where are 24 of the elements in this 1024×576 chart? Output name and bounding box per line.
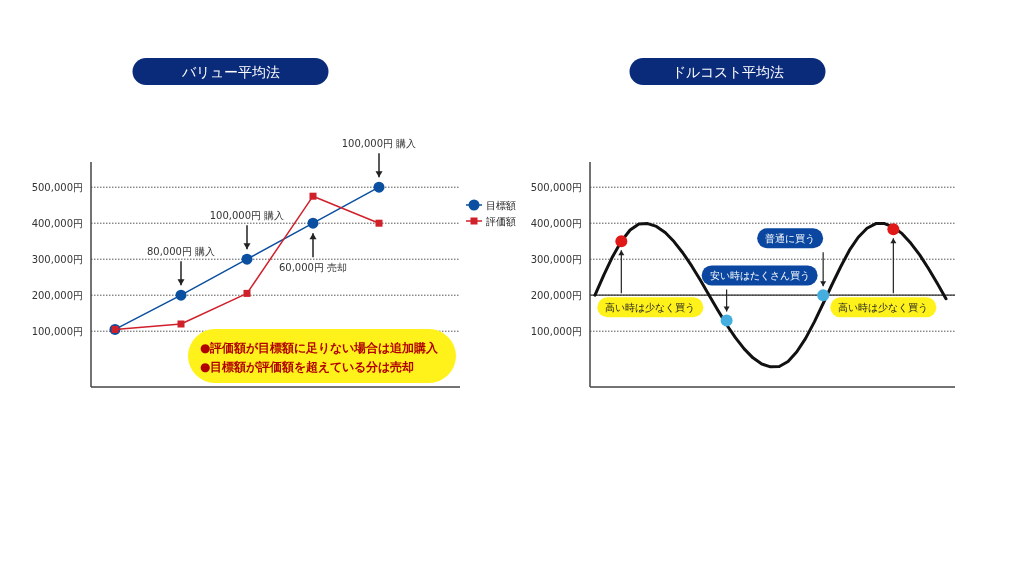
y-tick-label: 200,000円 xyxy=(530,289,582,301)
annotation: 高い時は少なく買う xyxy=(838,302,929,314)
y-tick-label: 100,000円 xyxy=(31,325,83,337)
annotation: ●目標額が評価額を超えている分は売却 xyxy=(200,360,415,374)
annotation: 安い時はたくさん買う xyxy=(709,270,810,282)
y-tick-label: 300,000円 xyxy=(31,253,83,265)
chart-title: ドルコスト平均法 xyxy=(671,63,784,80)
y-tick-label: 500,000円 xyxy=(31,181,83,193)
y-tick-label: 500,000円 xyxy=(530,181,582,193)
y-tick-label: 200,000円 xyxy=(31,289,83,301)
annotation: 80,000円 購入 xyxy=(146,246,216,258)
annotation: 60,000円 売却 xyxy=(278,262,348,274)
text: 100,000円 購入 xyxy=(341,138,417,150)
y-tick-label: 100,000円 xyxy=(530,325,582,337)
y-tick-label: 400,000円 xyxy=(31,217,83,229)
annotation: 普通に買う xyxy=(765,233,816,245)
annotation: ●評価額が目標額に足りない場合は追加購入 xyxy=(200,341,440,355)
chart-title: バリュー平均法 xyxy=(180,63,280,80)
annotation: 高い時は少なく買う xyxy=(605,302,696,314)
y-tick-label: 400,000円 xyxy=(530,217,582,229)
y-tick-label: 300,000円 xyxy=(530,253,582,265)
annotation: 100,000円 購入 xyxy=(209,210,285,222)
legend-label: 評価額 xyxy=(486,215,516,227)
legend-label: 目標額 xyxy=(486,199,516,211)
